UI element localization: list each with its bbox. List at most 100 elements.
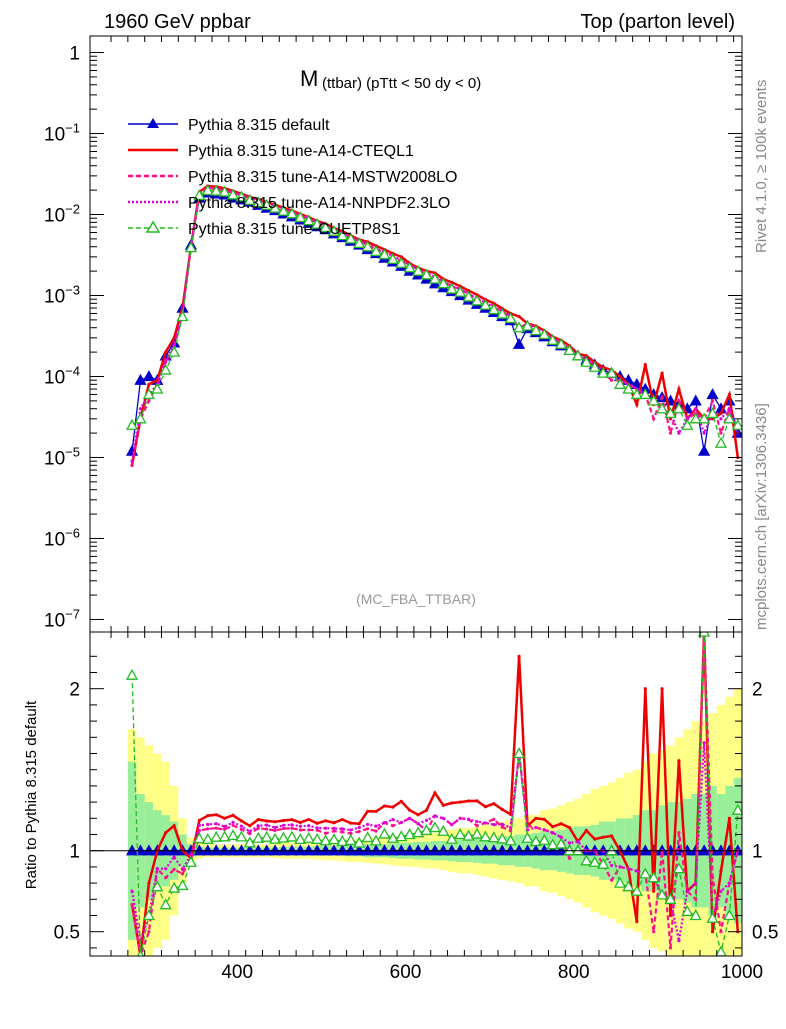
ratio-point	[622, 880, 635, 892]
ratio-point	[391, 824, 395, 828]
ratio-point	[197, 823, 201, 827]
data-point	[159, 363, 172, 375]
data-point	[252, 196, 265, 208]
data-point	[580, 355, 593, 367]
ratio-point	[366, 822, 370, 827]
data-point	[664, 407, 677, 419]
ratio-point	[470, 827, 484, 839]
data-point	[584, 354, 588, 358]
ratio-point	[366, 827, 370, 831]
ratio-point	[193, 832, 206, 844]
ratio-point	[307, 824, 311, 828]
ratio-point	[231, 820, 235, 824]
ratio-point	[378, 827, 391, 839]
ratio-point	[151, 880, 164, 892]
ratio-point	[323, 819, 328, 823]
data-point	[344, 232, 357, 244]
data-point	[652, 417, 656, 421]
ratio-point	[226, 829, 240, 841]
data-point	[685, 417, 689, 421]
x-tick-label: 600	[390, 962, 422, 983]
ratio-point	[479, 830, 492, 842]
data-point	[164, 358, 168, 362]
ratio-point	[239, 824, 244, 828]
ratio-point	[500, 825, 504, 829]
ratio-point	[172, 867, 176, 871]
axes-group: 400 600 800 1000110−110−210−310−410−510−610…	[44, 35, 778, 983]
ratio-point	[252, 831, 265, 843]
data-point	[403, 261, 416, 273]
data-point	[487, 303, 500, 315]
ratio-point	[223, 825, 227, 829]
data-point	[588, 360, 601, 372]
data-point	[235, 190, 248, 202]
data-point	[142, 388, 155, 400]
ratio-point	[395, 830, 408, 842]
ratio-y-tick-label-left: 0.5	[54, 923, 80, 944]
data-point	[521, 319, 534, 331]
data-point	[613, 377, 627, 389]
legend-triangle-open-icon	[145, 220, 161, 233]
data-point	[479, 298, 492, 310]
ratio-point	[315, 821, 319, 825]
ratio-point	[689, 909, 702, 921]
ratio-point	[214, 813, 218, 817]
ratio-point	[357, 825, 361, 830]
ratio-point	[374, 824, 378, 828]
data-point	[450, 280, 454, 285]
ratio-point	[580, 854, 593, 866]
ratio-point	[475, 820, 479, 824]
ratio-point	[492, 817, 496, 821]
data-point	[378, 248, 391, 260]
ratio-point	[273, 825, 277, 830]
ratio-ylabel: Ratio to Pythia 8.315 default	[23, 700, 40, 889]
ratio-point	[483, 805, 488, 809]
ratio-point	[411, 826, 425, 838]
ratio-point	[610, 878, 614, 882]
ratio-point	[424, 808, 429, 812]
ratio-point	[706, 911, 719, 923]
legend-label-default: Pythia 8.315 default	[188, 117, 330, 134]
ratio-point	[223, 827, 227, 832]
y-tick-exponent: −1	[65, 121, 80, 136]
ratio-point	[332, 826, 336, 830]
data-point	[694, 407, 698, 411]
ratio-point	[265, 819, 269, 823]
legend: Pythia 8.315 default Pythia 8.315 tune-A…	[128, 117, 457, 238]
ratio-point	[694, 897, 698, 901]
ratio-y-tick-label-left: 2	[69, 680, 80, 701]
ratio-point	[399, 820, 403, 825]
data-point	[445, 282, 458, 294]
ratio-point	[559, 822, 563, 826]
ratio-point	[248, 832, 252, 836]
data-point	[512, 337, 526, 349]
ratio-point	[492, 802, 496, 806]
ratio-point	[349, 821, 353, 825]
data-point	[706, 407, 719, 419]
data-point	[571, 349, 585, 361]
ratio-point	[260, 830, 273, 842]
ratio-point	[239, 819, 244, 823]
data-point	[496, 307, 509, 319]
ratio-point	[672, 862, 686, 874]
ratio-point	[298, 824, 302, 828]
data-point	[681, 418, 694, 430]
data-point	[639, 388, 652, 400]
data-point	[218, 185, 231, 197]
ratio-point	[155, 867, 159, 871]
ratio-point	[235, 830, 248, 842]
data-point	[719, 411, 723, 416]
data-point	[454, 285, 467, 297]
ratio-point	[336, 835, 349, 847]
legend-entry-cteql1: Pythia 8.315 tune-A14-CTEQL1	[128, 143, 414, 160]
ratio-point	[529, 835, 542, 847]
ratio-point	[441, 816, 445, 820]
ratio-point	[323, 831, 328, 835]
ratio-point	[323, 826, 328, 830]
data-point	[226, 188, 240, 200]
ratio-point	[500, 822, 504, 826]
ratio-point	[685, 889, 689, 893]
ratio-point	[206, 822, 210, 827]
plot-title-main: M	[300, 66, 318, 91]
